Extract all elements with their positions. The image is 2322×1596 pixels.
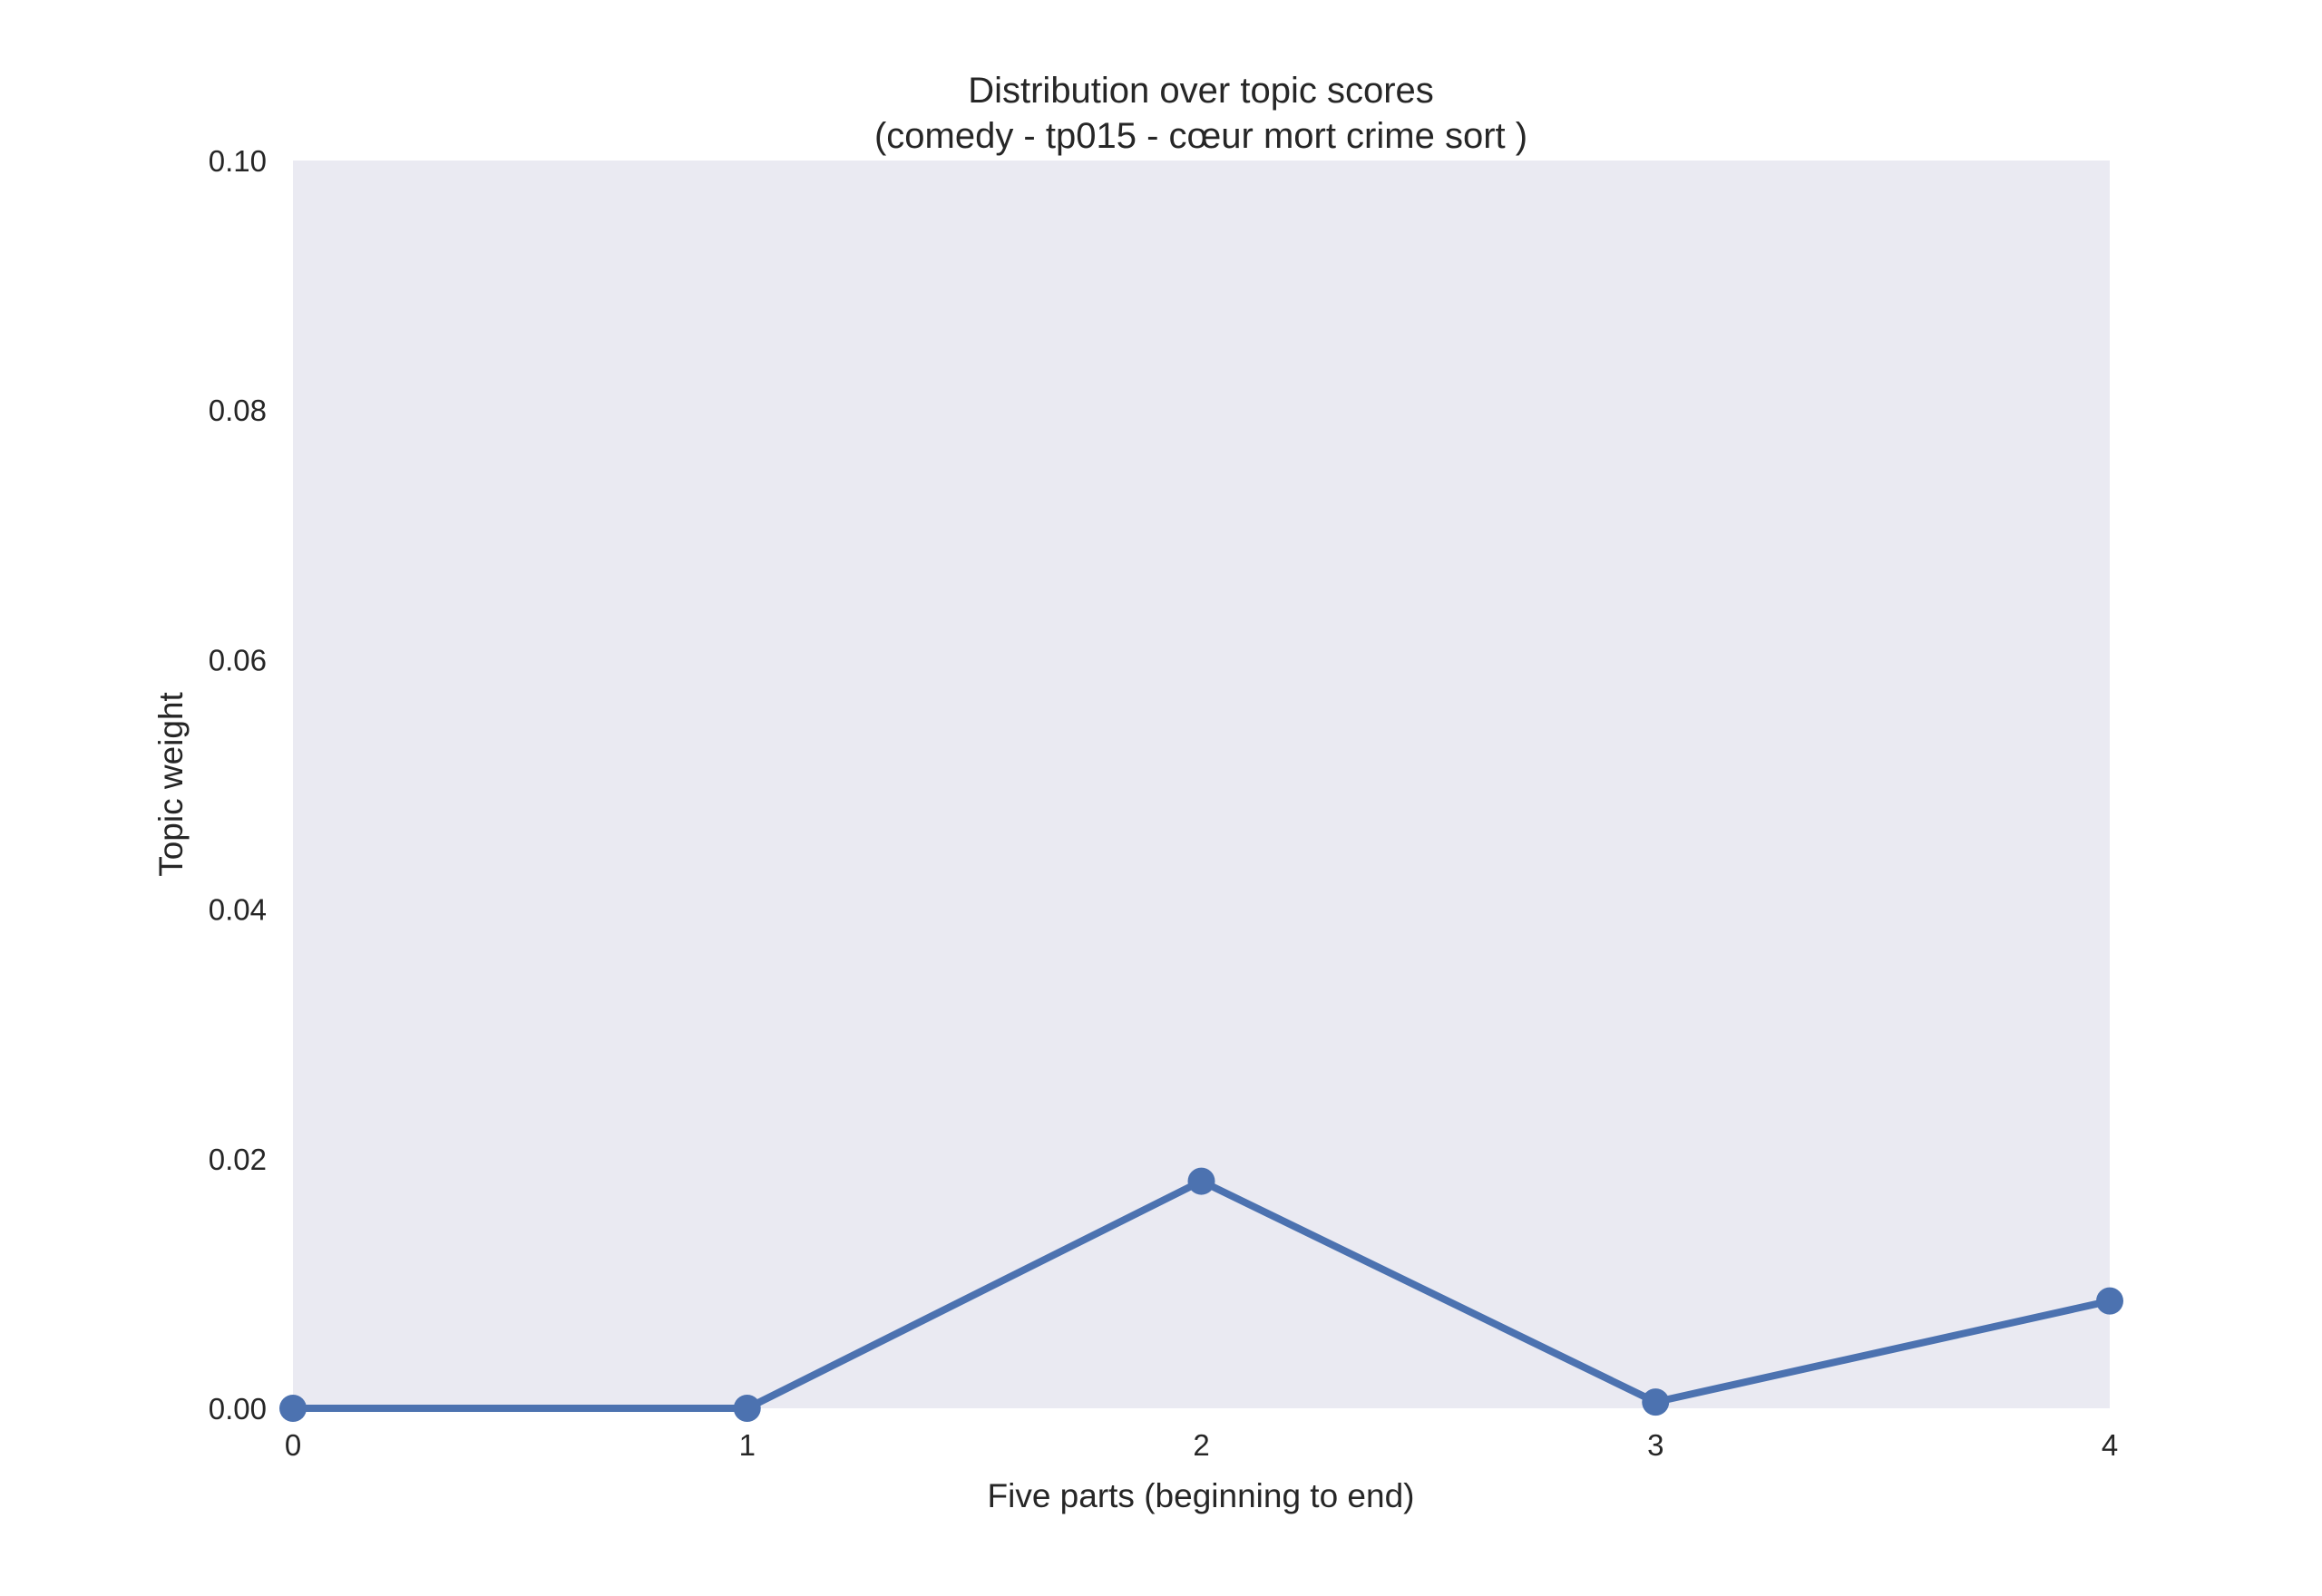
- x-tick-label: 2: [1193, 1428, 1209, 1462]
- point-layer: [279, 1167, 2123, 1422]
- y-tick-label: 0.04: [209, 893, 267, 927]
- x-tick-label: 1: [739, 1428, 756, 1462]
- y-tick-label: 0.08: [209, 394, 267, 427]
- x-tick-label: 0: [285, 1428, 301, 1462]
- y-tick-label: 0.02: [209, 1143, 267, 1176]
- y-tick-label: 0.06: [209, 643, 267, 676]
- plot-area: [293, 161, 2110, 1408]
- x-ticks: 0 1 2 3 4: [285, 1428, 2118, 1462]
- chart-title: Distribution over topic scores: [968, 71, 1434, 111]
- y-tick-label: 0.00: [209, 1392, 267, 1426]
- data-point: [2096, 1287, 2123, 1315]
- x-tick-label: 3: [1647, 1428, 1663, 1462]
- data-point: [279, 1395, 307, 1422]
- x-tick-label: 4: [2102, 1428, 2118, 1462]
- y-axis-label: Topic weight: [152, 691, 190, 876]
- y-ticks: 0.00 0.02 0.04 0.06 0.08 0.10: [209, 144, 267, 1426]
- data-point: [733, 1395, 761, 1422]
- chart-subtitle: (comedy - tp015 - cœur mort crime sort ): [874, 116, 1527, 156]
- y-tick-label: 0.10: [209, 144, 267, 178]
- data-point: [1187, 1167, 1215, 1195]
- data-point: [1642, 1388, 1670, 1416]
- x-axis-label: Five parts (beginning to end): [988, 1477, 1415, 1514]
